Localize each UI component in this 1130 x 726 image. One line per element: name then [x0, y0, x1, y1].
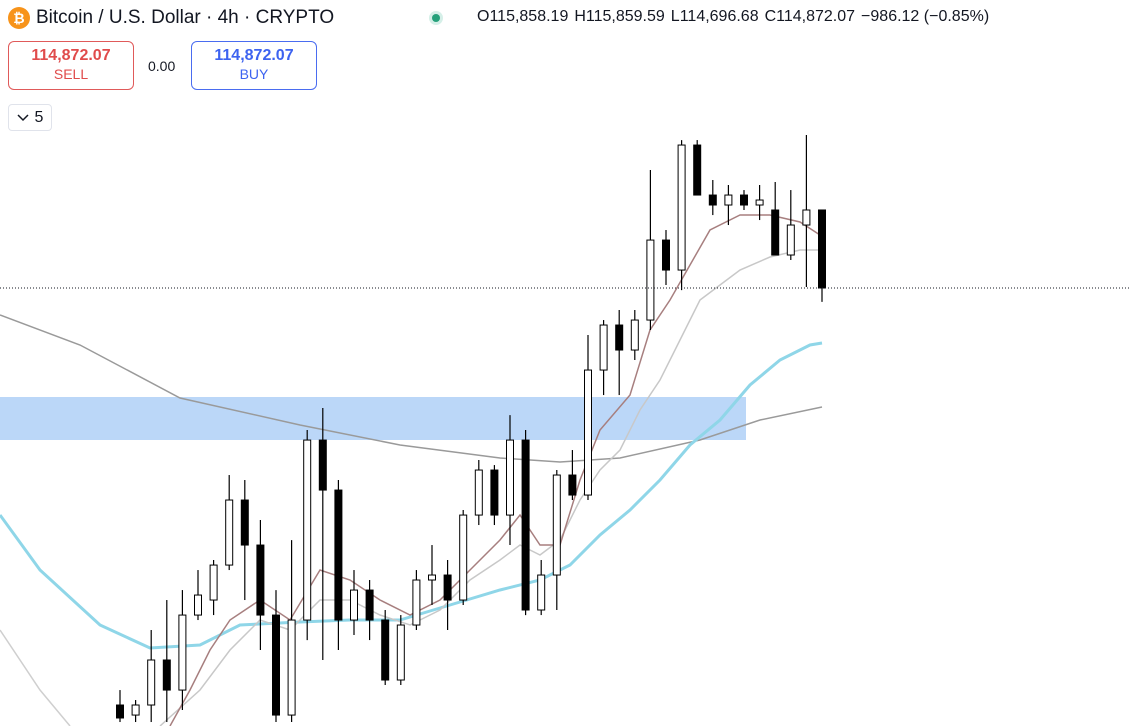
candle-body — [552, 474, 561, 576]
ohlc-item: L114,696.68 — [671, 8, 759, 25]
candle-body — [412, 579, 421, 626]
sell-label: SELL — [53, 66, 89, 82]
candle-body — [537, 574, 546, 611]
candle-body — [724, 194, 733, 206]
symbol-header: ₿ Bitcoin / U.S. Dollar · 4h · CRYPTO — [8, 6, 334, 30]
candle-body — [256, 544, 265, 616]
zone — [0, 397, 746, 440]
candle-body — [162, 659, 171, 691]
candle-body — [178, 614, 187, 691]
change: −986.12 (−0.85%) — [861, 8, 990, 25]
candle-body — [568, 474, 577, 496]
buy-label: BUY — [239, 66, 269, 82]
candle-body — [662, 239, 670, 271]
ohlc-key: L — [670, 8, 680, 25]
candle-body — [599, 324, 608, 371]
ohlc-key: H — [574, 8, 586, 25]
candles — [116, 134, 826, 723]
candle-body — [303, 439, 312, 621]
sell-button[interactable]: 114,872.07 SELL — [8, 41, 134, 90]
candle-body — [396, 624, 405, 681]
candle-body — [693, 144, 702, 196]
candle-body — [708, 194, 717, 206]
candle-body — [630, 319, 639, 351]
buy-button[interactable]: 114,872.07 BUY — [191, 41, 317, 90]
chevron — [17, 113, 29, 121]
candle-body — [646, 239, 655, 321]
ma-medium — [159, 249, 820, 726]
candle-body — [786, 224, 795, 256]
spread: 0.00 — [148, 58, 176, 74]
candle-body — [506, 439, 514, 516]
candle-body — [272, 614, 280, 716]
ohlc-value: 115,858.19 — [489, 8, 569, 25]
candle-body — [381, 619, 390, 681]
candle-body — [474, 469, 483, 516]
buy-price: 114,872.07 — [214, 47, 294, 64]
symbol-title: Bitcoin / U.S. Dollar · 4h · CRYPTO — [36, 7, 335, 28]
candle-body — [350, 589, 358, 621]
ohlc-key: O — [477, 8, 490, 25]
ohlc-item: C114,872.07 — [765, 8, 855, 25]
ma-fast — [169, 214, 821, 726]
candle-body — [116, 704, 124, 719]
candle-body — [755, 199, 764, 206]
ohlc-value: 115,859.59 — [585, 8, 665, 25]
candle-body — [771, 209, 780, 256]
indicator-toggle[interactable]: 5 — [8, 104, 52, 131]
candle-body — [318, 439, 327, 491]
candle-body — [459, 514, 468, 601]
ohlc-item: H115,859.59 — [574, 8, 664, 25]
candle-body — [147, 659, 156, 706]
market-status — [429, 11, 443, 25]
candle-body — [194, 594, 202, 616]
ma-cyan — [0, 341, 823, 650]
ohlc-item: O115,858.19 — [477, 8, 568, 25]
ma-slow-tail — [0, 629, 71, 726]
sell-price: 114,872.07 — [31, 47, 111, 64]
candle-body — [131, 704, 140, 716]
ohlc-key: C — [764, 8, 777, 25]
candle-body — [443, 574, 452, 601]
ohlc-value: 114,872.07 — [776, 8, 856, 25]
ohlc-value: 114,696.68 — [679, 8, 759, 25]
candle-body — [584, 369, 592, 496]
candle-body — [615, 324, 624, 351]
candle-body — [802, 209, 811, 226]
ma-long — [0, 314, 823, 463]
coin-icon: ₿ — [8, 7, 30, 29]
candle-body — [677, 144, 686, 271]
candle-body — [428, 574, 436, 581]
candle-body — [521, 439, 530, 611]
candle-body — [225, 499, 234, 566]
candle-body — [240, 499, 249, 546]
candle-body — [740, 194, 748, 206]
candle-body — [490, 469, 499, 516]
candle-body — [365, 589, 374, 621]
candle-body — [818, 209, 826, 289]
candle-body — [287, 619, 296, 716]
indicator-count: 5 — [34, 108, 44, 126]
candle-body — [209, 564, 218, 601]
candle-body — [334, 489, 343, 621]
ohlc-legend: O115,858.19 H115,859.59 L114,696.68 C114,87… — [477, 8, 989, 26]
